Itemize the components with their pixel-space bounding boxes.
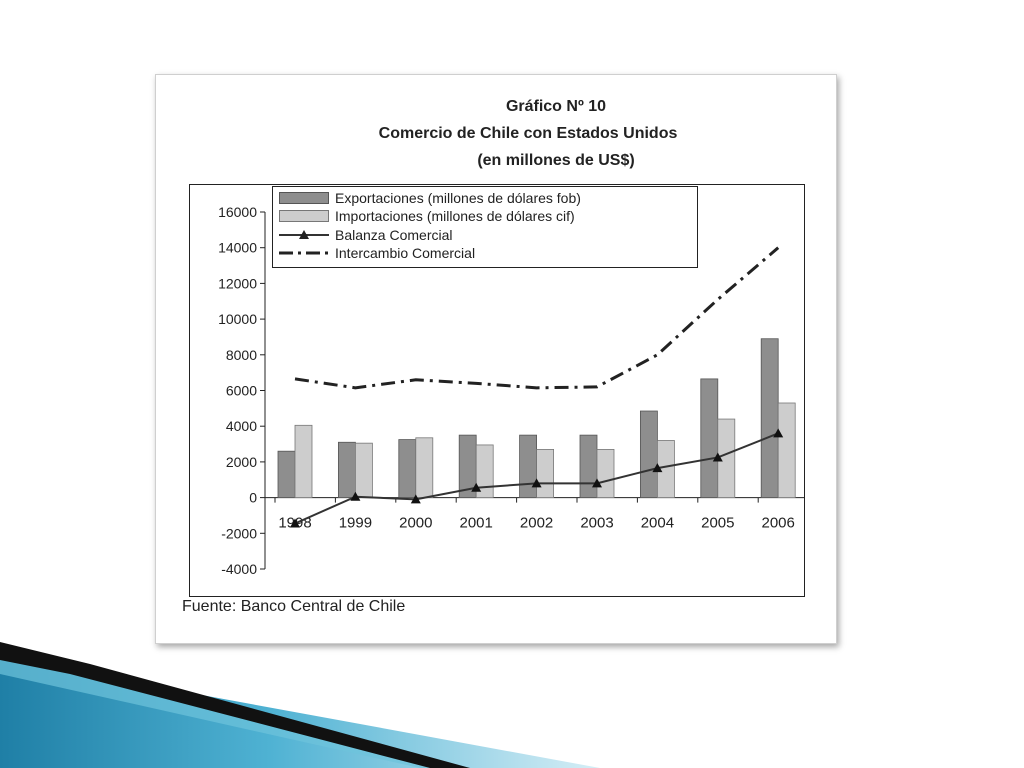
bar-imports-2006	[777, 402, 796, 498]
y-tick-label: -4000	[221, 561, 257, 577]
line-intercambio-comercial	[294, 246, 780, 390]
x-tick-label: 2005	[701, 515, 734, 532]
marker-balanza-1998	[290, 518, 300, 528]
chart-svg: 16000 14000 12000 10000 8000 6000 4000 2000 0 -20…	[218, 204, 804, 577]
marker-balanza-2003	[592, 478, 602, 488]
legend-swatch-exports	[279, 192, 329, 204]
bar-exports-2004	[639, 410, 658, 498]
x-tick-label: 2000	[399, 515, 432, 532]
y-tick-label: 6000	[226, 383, 257, 399]
chart-heading: Gráfico Nº 10	[505, 98, 607, 115]
legend-label-exports: Exportaciones (millones de dólares fob)	[335, 190, 581, 206]
legend: Exportaciones (millones de dólares fob) …	[272, 186, 698, 268]
legend-label-imports: Importaciones (millones de dólares cif)	[335, 208, 575, 224]
chart-figure: Gráfico Nº 10 Comercio de Chile con Esta…	[155, 74, 837, 644]
legend-swatch-imports	[279, 210, 329, 222]
bar-imports-2002	[536, 449, 555, 498]
marker-balanza-2006	[773, 428, 784, 438]
bar-imports-1999	[354, 442, 373, 499]
legend-item-imports: Importaciones (millones de dólares cif)	[279, 207, 575, 225]
decorative-banner	[0, 642, 600, 768]
marker-balanza-2002	[531, 478, 542, 488]
y-tick-label: 0	[249, 490, 257, 506]
bar-exports-2005	[700, 378, 719, 499]
y-tick-label: 8000	[226, 347, 257, 363]
legend-swatch-balance	[279, 230, 329, 239]
bar-imports-2003	[596, 449, 615, 498]
marker-balanza-1999	[350, 491, 361, 501]
marker-balanza-2000	[410, 494, 421, 504]
y-tick-label: 14000	[218, 240, 257, 256]
chart-source: Fuente: Banco Central de Chile	[182, 598, 406, 615]
x-tick-label: 2004	[641, 515, 674, 532]
marker-balanza-2001	[471, 482, 482, 492]
y-tick-label: 4000	[226, 418, 257, 434]
bar-imports-1998	[294, 424, 313, 498]
bar-exports-2006	[760, 338, 779, 499]
x-tick-label: 2001	[460, 515, 493, 532]
bar-exports-1999	[337, 441, 356, 499]
legend-item-exchange: Intercambio Comercial	[279, 244, 475, 262]
x-tick-label: 2002	[520, 515, 553, 532]
banner-dark-wedge	[0, 642, 470, 768]
chart-title-block: Gráfico Nº 10 Comercio de Chile con Esta…	[156, 93, 836, 174]
y-tick-label: 10000	[218, 311, 257, 327]
marker-balanza-2005	[712, 452, 723, 462]
bar-imports-2001	[475, 444, 494, 499]
y-tick-label: -2000	[221, 525, 257, 541]
bar-exports-2002	[519, 434, 538, 498]
legend-item-exports: Exportaciones (millones de dólares fob)	[279, 189, 581, 207]
chart-subtitle: (en millones de US$)	[477, 152, 635, 169]
bar-exports-1998	[277, 450, 296, 499]
bar-exports-2000	[398, 439, 417, 498]
legend-swatch-exchange	[279, 251, 329, 255]
legend-label-balance: Balanza Comercial	[335, 227, 453, 243]
bar-exports-2003	[579, 434, 598, 498]
banner-blue-wedge	[0, 648, 600, 768]
y-tick-label: 16000	[218, 204, 257, 220]
legend-item-balance: Balanza Comercial	[279, 226, 453, 244]
plot-frame: 16000 14000 12000 10000 8000 6000 4000 2000 0 -20…	[189, 184, 805, 597]
x-tick-label: 2003	[580, 515, 613, 532]
y-tick-label: 12000	[218, 275, 257, 291]
y-tick-label: 2000	[226, 454, 257, 470]
x-tick-label: 2006	[762, 515, 795, 532]
marker-balanza-2004	[652, 463, 663, 473]
chart-title: Comercio de Chile con Estados Unidos	[378, 125, 678, 142]
bar-imports-2000	[415, 437, 434, 499]
x-tick-label: 1999	[339, 515, 372, 532]
legend-label-exchange: Intercambio Comercial	[335, 245, 476, 261]
